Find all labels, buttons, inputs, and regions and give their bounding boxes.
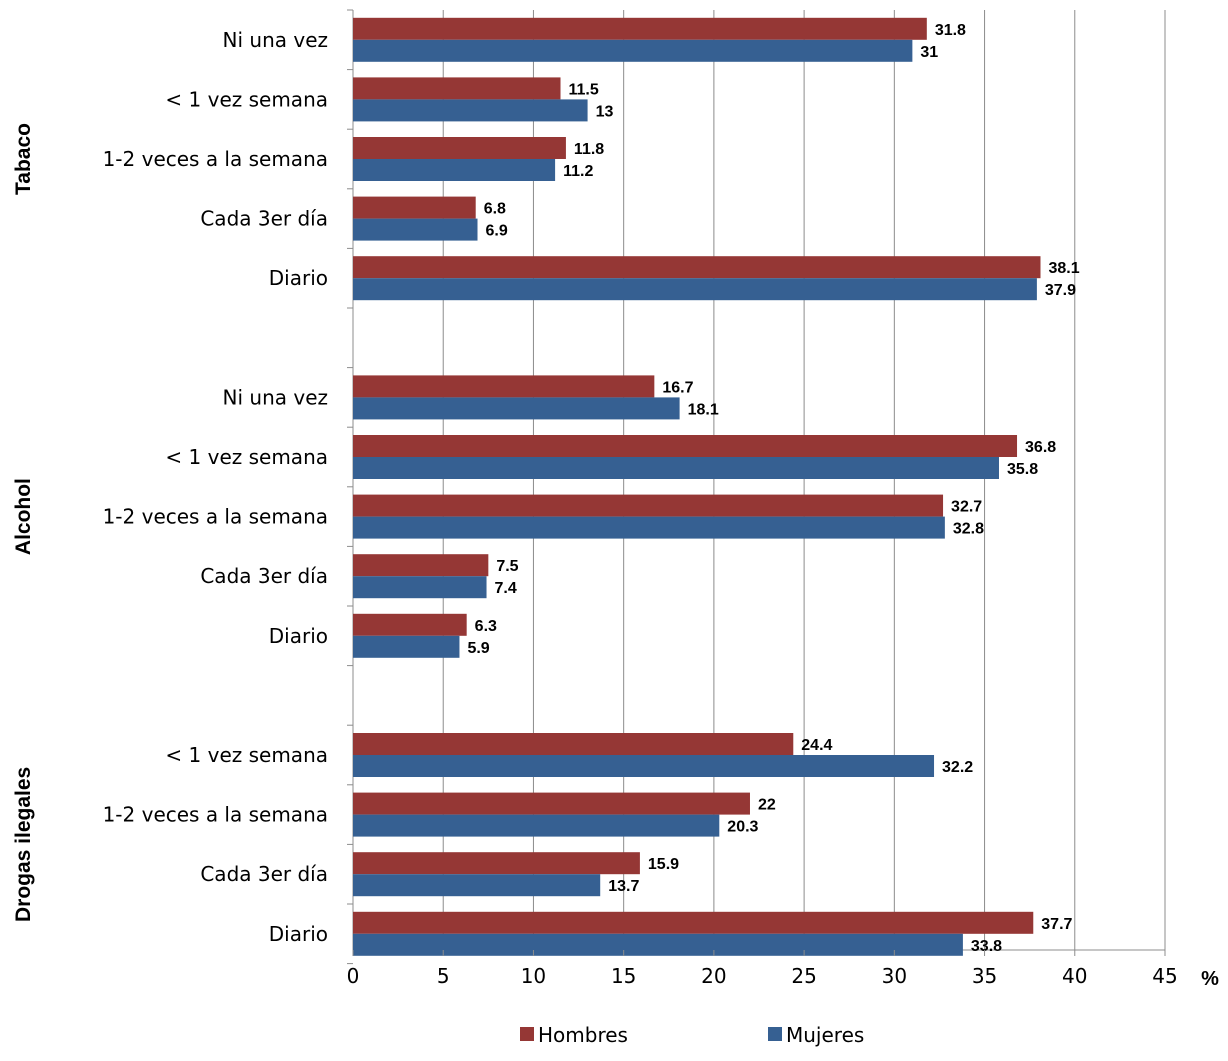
x-tick-label: 15	[611, 964, 636, 988]
bar-hombres	[353, 852, 640, 875]
x-tick-label: 5	[437, 964, 450, 988]
data-label: 6.8	[484, 201, 506, 218]
x-tick-label: 45	[1152, 964, 1177, 988]
category-label: Cada 3er día	[200, 564, 328, 588]
x-axis-unit: %	[1201, 968, 1219, 990]
bar-mujeres	[353, 397, 680, 420]
legend-swatch-hombres	[520, 1027, 534, 1041]
category-label: 1-2 veces a la semana	[103, 147, 328, 171]
bar-mujeres	[353, 814, 720, 837]
data-label: 16.7	[662, 379, 693, 396]
category-label: Ni una vez	[223, 385, 328, 409]
legend-label: Mujeres	[786, 1023, 864, 1047]
bar-mujeres	[353, 99, 588, 122]
category-label: Diario	[269, 922, 328, 946]
category-label: 1-2 veces a la semana	[103, 505, 328, 529]
x-tick-label: 30	[882, 964, 907, 988]
data-label: 36.8	[1025, 439, 1056, 456]
data-label: 7.5	[496, 558, 518, 575]
data-label: 22	[758, 797, 776, 814]
data-label: 24.4	[801, 737, 832, 754]
data-label: 35.8	[1007, 461, 1038, 478]
bar-mujeres	[353, 933, 963, 956]
data-label: 32.2	[942, 759, 973, 776]
bar-hombres	[353, 554, 489, 577]
group-label: Alcohol	[12, 478, 35, 555]
data-label: 38.1	[1048, 260, 1079, 277]
data-label: 18.1	[688, 401, 719, 418]
legend-label: Hombres	[538, 1023, 628, 1047]
bar-hombres	[353, 911, 1034, 934]
category-label: Diario	[269, 624, 328, 648]
data-label: 6.9	[486, 223, 508, 240]
bar-mujeres	[353, 159, 556, 181]
data-label: 20.3	[727, 819, 758, 836]
bar-hombres	[353, 17, 927, 40]
data-label: 6.3	[475, 618, 497, 635]
bar-hombres	[353, 494, 944, 517]
x-tick-label: 35	[972, 964, 997, 988]
bar-mujeres	[353, 218, 478, 241]
bar-hombres	[353, 256, 1041, 279]
category-label: < 1 vez semana	[165, 445, 328, 469]
data-label: 15.9	[648, 856, 679, 873]
data-label: 37.7	[1041, 916, 1072, 933]
data-label: 7.4	[495, 580, 517, 597]
bar-mujeres	[353, 516, 945, 539]
bar-hombres	[353, 435, 1018, 457]
legend-swatch-mujeres	[768, 1027, 782, 1041]
bar-hombres	[353, 792, 750, 815]
group-label: Drogas ilegales	[12, 767, 35, 922]
category-label: < 1 vez semana	[165, 87, 328, 111]
x-tick-label: 40	[1062, 964, 1087, 988]
bar-hombres	[353, 77, 561, 100]
data-label: 31.8	[935, 22, 966, 39]
data-label: 37.9	[1045, 282, 1076, 299]
data-label: 5.9	[467, 640, 489, 657]
data-label: 31	[920, 44, 938, 61]
bar-hombres	[353, 375, 655, 398]
data-label: 33.8	[971, 938, 1002, 955]
bar-mujeres	[353, 278, 1037, 301]
data-label: 11.5	[569, 81, 599, 98]
category-label: Cada 3er día	[200, 207, 328, 231]
bar-mujeres	[353, 39, 913, 62]
category-label: Ni una vez	[223, 28, 328, 52]
x-tick-label: 10	[521, 964, 546, 988]
x-tick-label: 0	[347, 964, 360, 988]
bar-mujeres	[353, 635, 460, 658]
x-tick-label: 25	[791, 964, 816, 988]
data-label: 13	[596, 103, 614, 120]
x-tick-label: 20	[701, 964, 726, 988]
category-label: 1-2 veces a la semana	[103, 803, 328, 827]
category-label: Cada 3er día	[200, 862, 328, 886]
data-label: 13.7	[608, 878, 639, 895]
bar-mujeres	[353, 755, 935, 777]
data-label: 11.8	[574, 141, 604, 158]
bar-hombres	[353, 733, 794, 755]
bar-hombres	[353, 613, 467, 636]
bar-mujeres	[353, 576, 487, 599]
bar-hombres	[353, 137, 566, 159]
bar-mujeres	[353, 457, 999, 479]
group-label: Tabaco	[12, 123, 35, 195]
data-label: 11.2	[563, 163, 593, 180]
data-label: 32.7	[951, 499, 982, 516]
data-label: 32.8	[953, 521, 984, 538]
category-label: < 1 vez semana	[165, 743, 328, 767]
bar-mujeres	[353, 874, 601, 897]
category-label: Diario	[269, 266, 328, 290]
bar-hombres	[353, 196, 476, 219]
